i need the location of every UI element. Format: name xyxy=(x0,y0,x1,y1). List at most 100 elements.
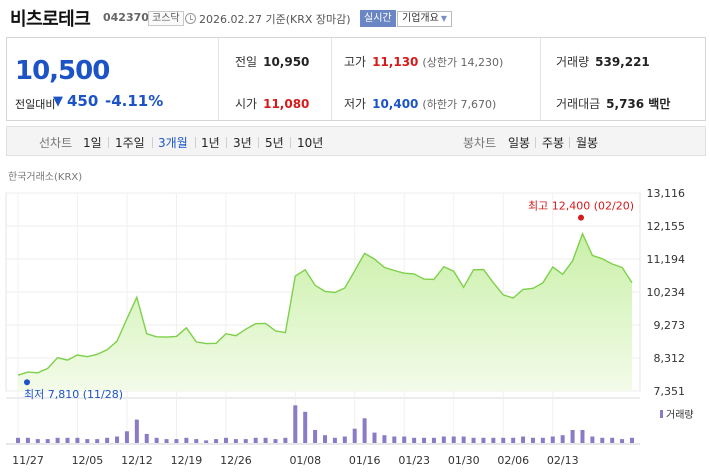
volume-bar xyxy=(521,436,526,443)
volume-bar xyxy=(65,437,70,443)
volume-bar xyxy=(115,436,120,443)
tab-5y[interactable]: 5년 xyxy=(265,136,284,150)
upper-limit: (상한가 14,230) xyxy=(422,56,504,69)
tab-divider xyxy=(152,137,153,148)
down-arrow-icon: ▼ xyxy=(53,94,63,109)
price-line xyxy=(17,231,633,376)
tab-3m[interactable]: 3개월 xyxy=(158,136,188,150)
volume-bar xyxy=(530,437,535,443)
prev-close-value: 10,950 xyxy=(263,55,310,69)
prev-close-label: 전일 xyxy=(235,55,258,69)
volume-bar xyxy=(402,436,407,443)
company-overview-label: 기업개요 xyxy=(402,13,439,24)
x-tick-label: 11/27 xyxy=(12,454,44,467)
tab-divider xyxy=(569,137,570,148)
tab-divider xyxy=(195,137,196,148)
volume-bar xyxy=(25,437,30,443)
volume-legend-swatch xyxy=(660,410,663,418)
tab-1d[interactable]: 1일 xyxy=(83,136,102,150)
high-value: 11,130 xyxy=(372,55,419,69)
x-tick-label: 12/19 xyxy=(171,454,203,467)
tab-divider xyxy=(535,137,536,148)
volume-bar xyxy=(263,437,268,443)
tab-divider xyxy=(108,137,109,148)
lower-limit: (하한가 7,670) xyxy=(422,98,497,111)
company-overview-dropdown[interactable]: 기업개요 ▼ xyxy=(397,11,452,27)
tab-1y[interactable]: 1년 xyxy=(201,136,220,150)
volume-bar xyxy=(144,433,149,443)
y-tick-label: 8,312 xyxy=(654,352,686,365)
volume-bar xyxy=(332,437,337,443)
tab-divider xyxy=(290,137,291,148)
volume-bar xyxy=(471,437,476,443)
x-tick-label: 01/16 xyxy=(349,454,381,467)
volume-bar xyxy=(481,437,486,443)
chevron-down-icon: ▼ xyxy=(440,14,447,23)
tab-3y[interactable]: 3년 xyxy=(233,136,252,150)
volume-bar xyxy=(342,436,347,443)
x-tick-label: 01/23 xyxy=(398,454,430,467)
volume-value: 539,221 xyxy=(595,55,650,69)
tab-weekly[interactable]: 주봉 xyxy=(542,136,565,150)
volume-bar xyxy=(431,437,436,443)
x-tick-label: 12/05 xyxy=(72,454,104,467)
tab-daily[interactable]: 일봉 xyxy=(508,136,531,150)
stock-header: 비츠로테크 042370 코스닥 2026.02.27 기준(KRX 장마감) … xyxy=(0,0,710,36)
volume-bar xyxy=(590,436,595,443)
volume-bar xyxy=(501,437,506,443)
volume-bar xyxy=(600,437,605,443)
volume-bar xyxy=(273,439,278,443)
volume-bar xyxy=(85,439,90,443)
y-tick-label: 9,273 xyxy=(654,319,686,332)
volume-bar xyxy=(293,405,298,443)
volume-bar xyxy=(461,436,466,443)
volume-bar xyxy=(45,439,50,443)
volume-bar xyxy=(283,437,288,443)
clock-icon xyxy=(185,13,196,24)
volume-bar xyxy=(233,439,238,443)
x-tick-label: 02/06 xyxy=(497,454,529,467)
high-label: 고가 xyxy=(344,55,367,69)
volume-bar xyxy=(610,437,615,443)
volume-bar xyxy=(124,431,129,443)
realtime-button[interactable]: 실시간 xyxy=(360,10,396,27)
divider xyxy=(540,38,541,120)
volume-bar xyxy=(184,437,189,443)
current-price: 10,500 xyxy=(15,56,110,86)
chart-period-tabs: 선차트 1일 1주일 3개월 1년 3년 5년 10년 봉차트 일봉 주봉 월봉 xyxy=(6,126,706,156)
data-source: 한국거래소(KRX) xyxy=(8,172,83,183)
tab-1w[interactable]: 1주일 xyxy=(115,136,145,150)
volume-bar xyxy=(214,439,219,443)
volume-bar xyxy=(580,430,585,443)
x-tick-label: 02/13 xyxy=(547,454,579,467)
volume-bar xyxy=(313,430,318,443)
volume-bar xyxy=(323,435,327,443)
x-tick-label: 01/08 xyxy=(289,454,321,467)
tab-10y[interactable]: 10년 xyxy=(297,136,324,150)
prev-close: 전일 10,950 xyxy=(235,53,309,70)
divider xyxy=(331,38,332,120)
max-point xyxy=(578,214,584,221)
tab-divider xyxy=(258,137,259,148)
x-tick-label: 01/30 xyxy=(448,454,480,467)
x-tick-label: 12/26 xyxy=(220,454,252,467)
volume-bar xyxy=(204,440,209,443)
y-tick-label: 12,155 xyxy=(647,220,686,233)
max-label: 최고 12,400 (02/20) xyxy=(528,200,634,213)
y-tick-label: 7,351 xyxy=(654,385,686,398)
min-point xyxy=(24,379,30,386)
volume-bar xyxy=(560,435,565,443)
volume-bar xyxy=(105,437,110,443)
low-label: 저가 xyxy=(344,97,367,111)
volume-bar xyxy=(134,419,139,443)
volume-bar xyxy=(451,436,456,443)
volume-bar xyxy=(570,430,575,443)
timestamp: 2026.02.27 기준(KRX 장마감) xyxy=(199,13,351,26)
change-percent: -4.11% xyxy=(105,92,164,110)
price-summary: 10,500 전일대비 ▼ 450 -4.11% xyxy=(7,38,219,120)
open-value: 11,080 xyxy=(263,97,310,111)
tab-monthly[interactable]: 월봉 xyxy=(576,136,599,150)
volume-bar xyxy=(352,428,357,443)
volume-bar xyxy=(243,439,248,443)
